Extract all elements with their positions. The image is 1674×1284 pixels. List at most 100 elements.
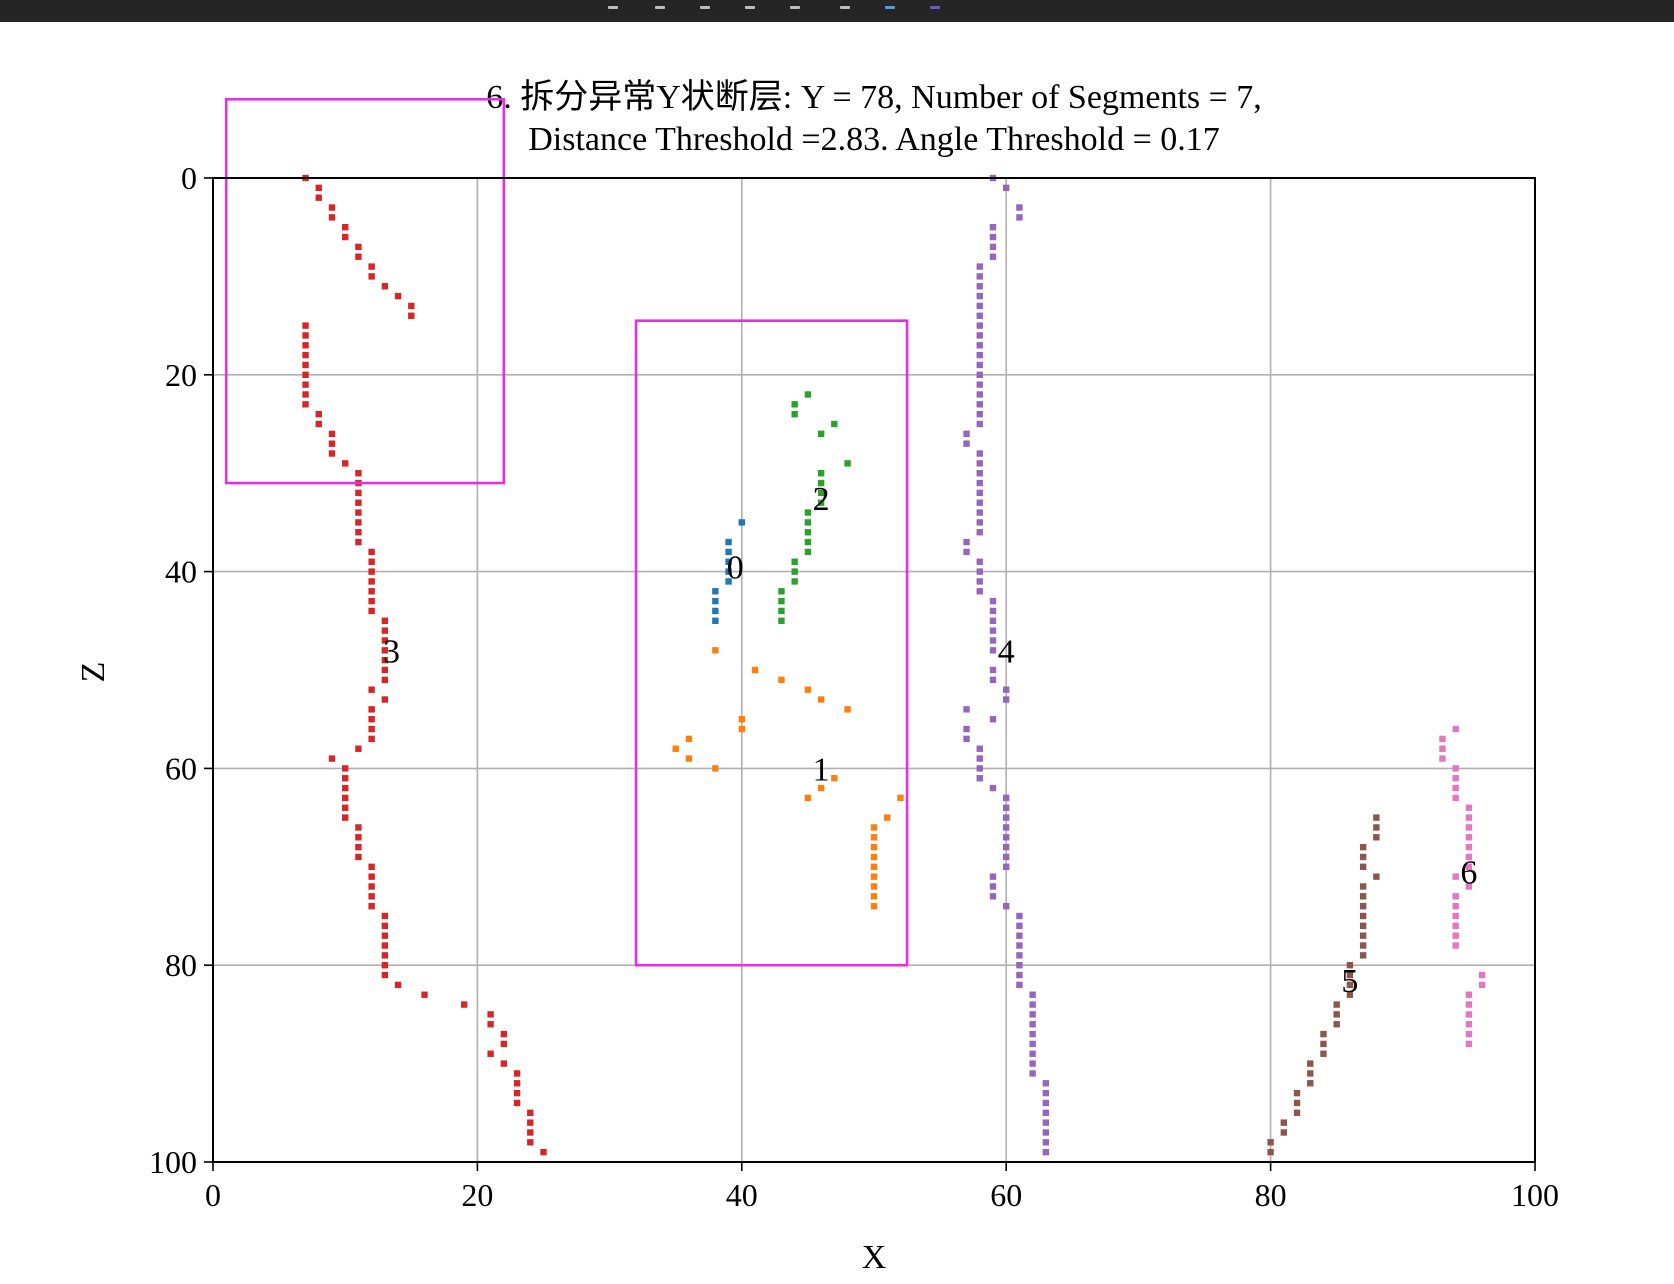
data-point (712, 597, 719, 605)
data-point (976, 578, 983, 585)
data-point (355, 834, 362, 841)
data-point (527, 1109, 534, 1116)
toolbar-icon[interactable] (608, 6, 618, 9)
data-point (817, 430, 825, 438)
data-point (804, 509, 812, 516)
data-point (804, 519, 812, 526)
data-point (1359, 952, 1367, 959)
data-point (368, 568, 375, 575)
segment-4-points (963, 174, 1050, 1156)
data-point (342, 233, 349, 241)
data-point (368, 725, 375, 733)
data-point (342, 804, 349, 811)
data-point (342, 224, 349, 231)
data-point (976, 342, 983, 349)
data-point (725, 568, 732, 575)
x-tick-label: 0 (205, 1177, 221, 1213)
data-point (1042, 1148, 1050, 1156)
data-point (381, 656, 389, 664)
data-point (1465, 843, 1473, 851)
data-point (870, 824, 878, 831)
data-point (989, 784, 997, 792)
toolbar-icon[interactable] (700, 6, 710, 9)
data-point (1465, 883, 1473, 890)
data-point (897, 794, 904, 802)
data-point (1293, 1089, 1301, 1097)
data-point (870, 883, 878, 890)
data-point (976, 401, 983, 408)
z-tick-label: 80 (165, 947, 197, 983)
data-point (791, 410, 798, 418)
data-point (976, 470, 983, 477)
y-axis-label: Z (75, 662, 112, 683)
save-icon[interactable] (930, 6, 940, 9)
data-point (817, 784, 825, 792)
data-point (963, 548, 970, 556)
data-point (381, 666, 389, 674)
data-point (976, 273, 983, 280)
data-point (342, 765, 349, 772)
data-point (1452, 893, 1459, 900)
data-point (368, 558, 375, 565)
data-point (487, 1021, 494, 1028)
data-point (355, 745, 362, 752)
data-point (976, 371, 983, 378)
data-point (976, 765, 983, 772)
data-point (1042, 1129, 1050, 1136)
toolbar-icon[interactable] (745, 6, 755, 9)
data-point (1373, 834, 1380, 841)
toolbar-icon[interactable] (790, 6, 800, 9)
data-point (989, 666, 997, 674)
segment-label-4: 4 (998, 633, 1015, 670)
data-point (870, 873, 878, 880)
data-point (989, 627, 997, 634)
data-point (342, 784, 349, 792)
data-point (381, 962, 389, 969)
data-point (1452, 873, 1459, 880)
data-point (976, 302, 983, 310)
data-point (1320, 1030, 1327, 1038)
data-point (976, 489, 983, 497)
data-point (1359, 932, 1367, 939)
data-point (976, 479, 983, 487)
data-point (302, 391, 309, 398)
data-point (1003, 843, 1010, 851)
data-point (368, 735, 375, 743)
data-point (751, 666, 759, 674)
data-point (302, 322, 309, 329)
data-point (1016, 942, 1023, 949)
data-point (976, 775, 983, 782)
segment-label-2: 2 (813, 481, 830, 518)
data-point (355, 538, 362, 546)
zoom-icon[interactable] (885, 6, 895, 9)
data-point (1359, 883, 1367, 890)
data-point (368, 893, 375, 900)
data-point (368, 716, 375, 723)
data-point (976, 529, 983, 536)
chart-title-line-1: 6. 拆分异常Y状断层: Y = 78, Number of Segments … (486, 78, 1262, 116)
data-point (791, 558, 798, 565)
data-point (1359, 942, 1367, 949)
toolbar-icon[interactable] (840, 6, 850, 9)
data-point (368, 902, 375, 910)
segment-2-points (778, 391, 851, 624)
data-point (963, 706, 970, 713)
data-point (1465, 834, 1473, 841)
data-point (1465, 991, 1473, 998)
data-point (1003, 863, 1010, 870)
segment-6-points (1439, 725, 1486, 1048)
data-point (302, 342, 309, 349)
data-point (844, 460, 851, 467)
toolbar-icon[interactable] (655, 6, 665, 9)
data-point (884, 814, 891, 821)
data-point (513, 1070, 521, 1077)
data-point (1452, 775, 1459, 782)
data-point (1003, 814, 1010, 821)
data-point (1320, 1040, 1327, 1048)
data-point (1267, 1148, 1274, 1156)
data-point (328, 214, 336, 221)
z-tick-label: 20 (165, 357, 197, 393)
data-point (368, 263, 375, 270)
data-point (368, 873, 375, 880)
